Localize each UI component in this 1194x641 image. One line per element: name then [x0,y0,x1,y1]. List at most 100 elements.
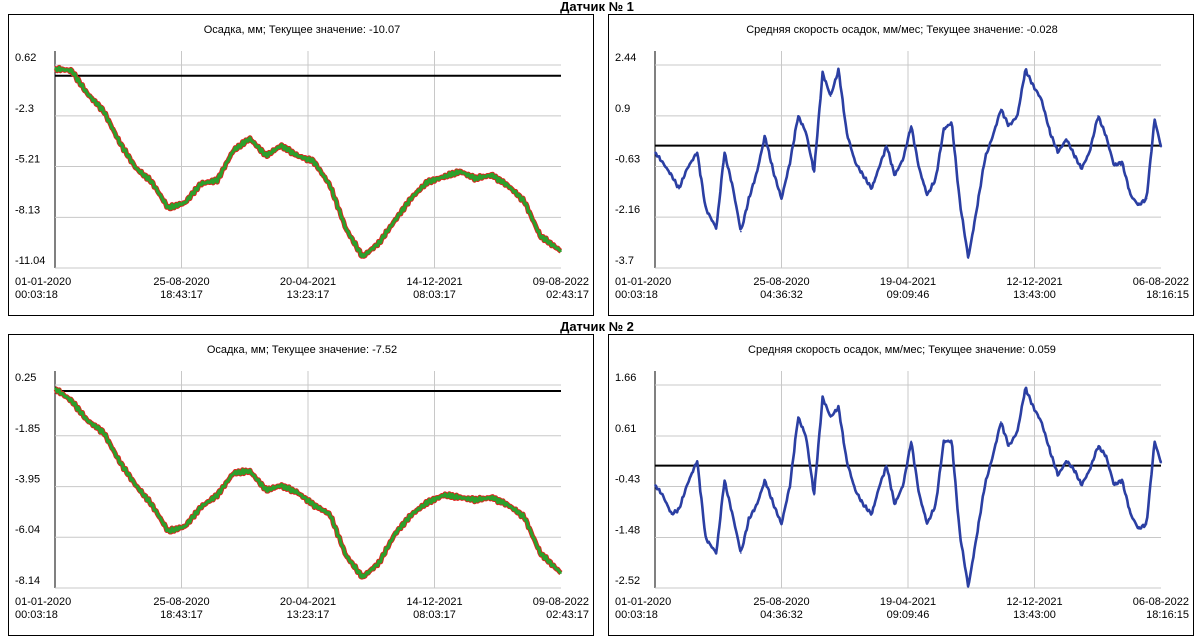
s2-settlement-x-tick-date-4: 09-08-2022 [533,596,589,608]
s1-settlement-point-7 [167,207,170,209]
s2-settlement-x-tick-date-0: 01-01-2020 [15,596,71,608]
s2-rate-x-tick-time-1: 04:36:32 [760,609,803,621]
s2-rate-point-50 [1065,460,1068,462]
s2-rate-point-40 [984,484,986,486]
s1-rate-point-31 [910,125,912,127]
s1-settlement-x-tick-date-3: 14-12-2021 [406,276,462,288]
s2-rate-point-49 [1057,474,1059,477]
s2-rate-point-28 [885,464,888,467]
s2-settlement-point-23 [426,501,429,504]
s2-settlement-point-9 [200,506,202,508]
s2-settlement-point-7 [167,530,170,533]
s2-rate-point-46 [1032,406,1035,409]
s1-rate-point-42 [1000,108,1002,111]
s2-rate-y-tick-0: 1.66 [615,372,636,384]
s2-settlement-point-21 [394,533,396,535]
s2-settlement-point-0 [54,387,56,390]
s1-rate-x-tick-date-2: 19-04-2021 [880,276,936,288]
s1-rate-y-tick-2: -0.63 [615,154,640,166]
s1-rate-title: Средняя скорость осадок, мм/мес; Текущее… [746,24,1058,36]
s2-rate-point-24 [854,489,856,491]
s2-rate-point-32 [918,494,920,496]
s2-rate-point-10 [740,552,742,554]
s1-rate-point-8 [723,151,726,154]
s1-settlement-point-3 [102,109,105,112]
s1-rate-point-25 [862,174,864,177]
s1-settlement-point-22 [410,196,413,199]
s2-settlement-point-14 [280,484,282,487]
s2-rate-point-43 [1008,445,1010,447]
sensor-1-title: Датчик № 1 [560,0,634,14]
s2-rate-point-6 [704,537,707,540]
s2-settlement-x-tick-time-3: 08:03:17 [413,609,456,621]
s2-settlement-point-28 [507,504,509,506]
s2-rate-point-1 [661,494,664,496]
s1-rate-x-tick-date-0: 01-01-2020 [615,276,671,288]
s2-rate-point-12 [756,503,758,506]
s1-settlement-point-4 [118,141,121,143]
s1-settlement-x-tick-time-1: 18:43:17 [160,289,203,301]
s1-rate-point-13 [764,135,766,137]
s2-rate-x-tick-date-0: 01-01-2020 [615,596,671,608]
s1-rate-x-tick-date-3: 12-12-2021 [1006,276,1062,288]
s2-settlement-point-27 [491,496,493,499]
settlement-chart-sensor-2: Осадка, мм; Текущее значение: -7.52 0.25 -… [8,334,594,636]
s1-rate-point-57 [1121,161,1123,163]
s1-rate-y-tick-1: 0.9 [615,103,630,115]
s2-rate-point-0 [654,484,656,486]
s2-settlement-y-tick-3: -6.04 [15,524,40,536]
s2-rate-point-13 [764,479,766,481]
s2-rate-point-48 [1049,450,1051,452]
s1-rate-point-62 [1160,145,1162,148]
s1-rate-point-18 [805,131,807,134]
s2-rate-x-tick-date-3: 12-12-2021 [1006,596,1062,608]
s2-settlement-point-5 [135,484,137,487]
s1-settlement-point-9 [200,182,202,185]
s2-rate-point-34 [935,503,937,506]
s2-rate-point-21 [829,416,832,418]
s2-rate-point-9 [731,513,734,515]
s1-rate-point-23 [845,131,848,134]
s2-settlement-point-24 [443,494,445,496]
s2-settlement-point-26 [474,499,477,501]
s1-rate-x-tick-time-3: 13:43:00 [1013,289,1056,301]
s1-rate-point-3 [678,187,680,190]
s2-settlement-point-3 [102,431,105,433]
s1-rate-x-tick-time-2: 09:09:46 [887,289,930,301]
s2-settlement-point-25 [459,496,462,499]
s2-rate-point-19 [813,494,815,496]
s2-rate-point-38 [967,586,970,588]
s2-settlement-title: Осадка, мм; Текущее значение: -7.52 [207,344,397,356]
s1-rate-point-52 [1080,168,1083,170]
s1-settlement-point-20 [378,242,380,244]
s2-settlement-point-1 [70,399,73,402]
s1-rate-point-29 [893,174,896,177]
s1-settlement-point-30 [539,235,541,237]
s1-settlement-x-tick-date-0: 01-01-2020 [15,276,71,288]
s1-settlement-point-27 [491,174,493,176]
s1-settlement-point-17 [329,184,331,187]
s2-rate-point-15 [780,523,783,525]
s1-settlement-point-1 [70,69,73,72]
s1-settlement-point-11 [232,149,234,152]
s1-rate-point-1 [661,161,664,163]
s2-rate-x-tick-date-2: 19-04-2021 [880,596,936,608]
s1-rate-point-36 [951,121,953,124]
s1-settlement-point-18 [345,228,347,230]
s1-rate-y-tick-3: -2.16 [615,204,640,216]
s1-rate-point-50 [1065,138,1068,140]
s2-rate-point-30 [902,484,904,486]
s2-rate-point-23 [845,460,848,462]
s2-rate-point-36 [951,440,953,443]
s2-settlement-x-tick-time-4: 02:43:17 [546,609,589,621]
s1-rate-y-tick-4: -3.7 [615,255,634,267]
s2-settlement-series-line [54,387,562,579]
s1-settlement-point-0 [54,68,56,70]
s2-rate-point-2 [670,513,673,515]
s1-settlement-point-10 [216,179,219,182]
s2-settlement-x-tick-date-2: 20-04-2021 [280,596,336,608]
s1-settlement-title: Осадка, мм; Текущее значение: -10.07 [204,24,400,36]
s1-rate-point-21 [829,95,832,97]
s2-rate-point-35 [943,440,945,443]
s2-rate-point-20 [821,396,824,399]
